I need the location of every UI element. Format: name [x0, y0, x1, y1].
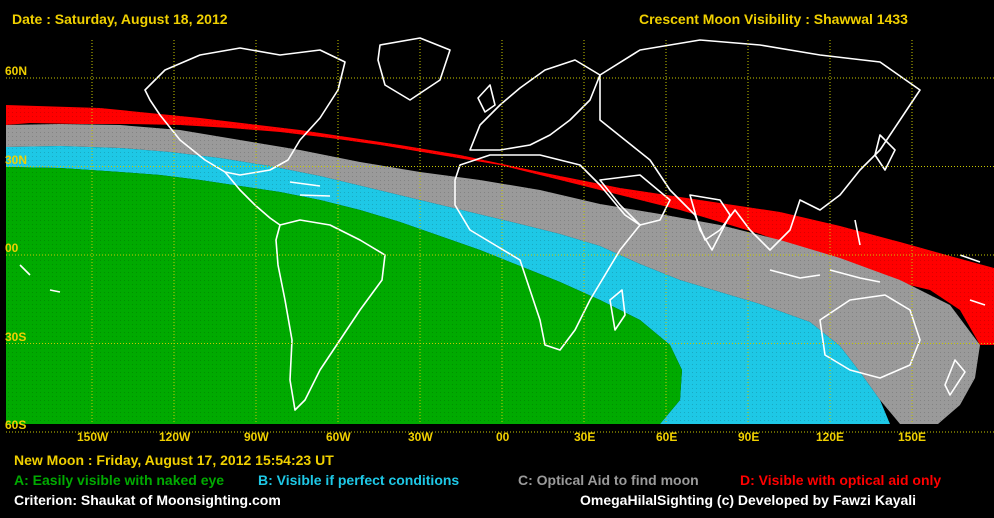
- lon-label: 30E: [574, 430, 596, 444]
- lon-label: 120E: [816, 430, 845, 444]
- map-title: Crescent Moon Visibility : Shawwal 1433: [639, 11, 908, 27]
- lat-label: 30N: [5, 153, 28, 167]
- legend-b: B: Visible if perfect conditions: [258, 472, 460, 488]
- lat-label: 30S: [5, 330, 27, 344]
- legend-c: C: Optical Aid to find moon: [518, 472, 699, 488]
- map-date: Date : Saturday, August 18, 2012: [12, 11, 228, 27]
- lon-label: 120W: [159, 430, 191, 444]
- criterion: Criterion: Shaukat of Moonsighting.com: [14, 492, 281, 508]
- lon-label: 150W: [77, 430, 109, 444]
- lat-label: 60N: [5, 64, 28, 78]
- new-moon-time: New Moon : Friday, August 17, 2012 15:54…: [14, 452, 334, 468]
- legend-a: A: Easily visible with naked eye: [14, 472, 225, 488]
- credit: OmegaHilalSighting (c) Developed by Fawz…: [580, 492, 917, 508]
- lon-label: 90W: [244, 430, 269, 444]
- lon-label: 90E: [738, 430, 760, 444]
- lon-label: 30W: [408, 430, 433, 444]
- coastlines: [19, 37, 986, 411]
- lon-label: 60E: [656, 430, 678, 444]
- legend-d: D: Visible with optical aid only: [740, 472, 942, 488]
- lat-label: 60S: [5, 418, 27, 432]
- graticule: [6, 40, 994, 433]
- lon-label: 60W: [326, 430, 351, 444]
- lon-label: 00: [496, 430, 510, 444]
- lat-label: 00: [5, 241, 19, 255]
- lon-label: 150E: [898, 430, 927, 444]
